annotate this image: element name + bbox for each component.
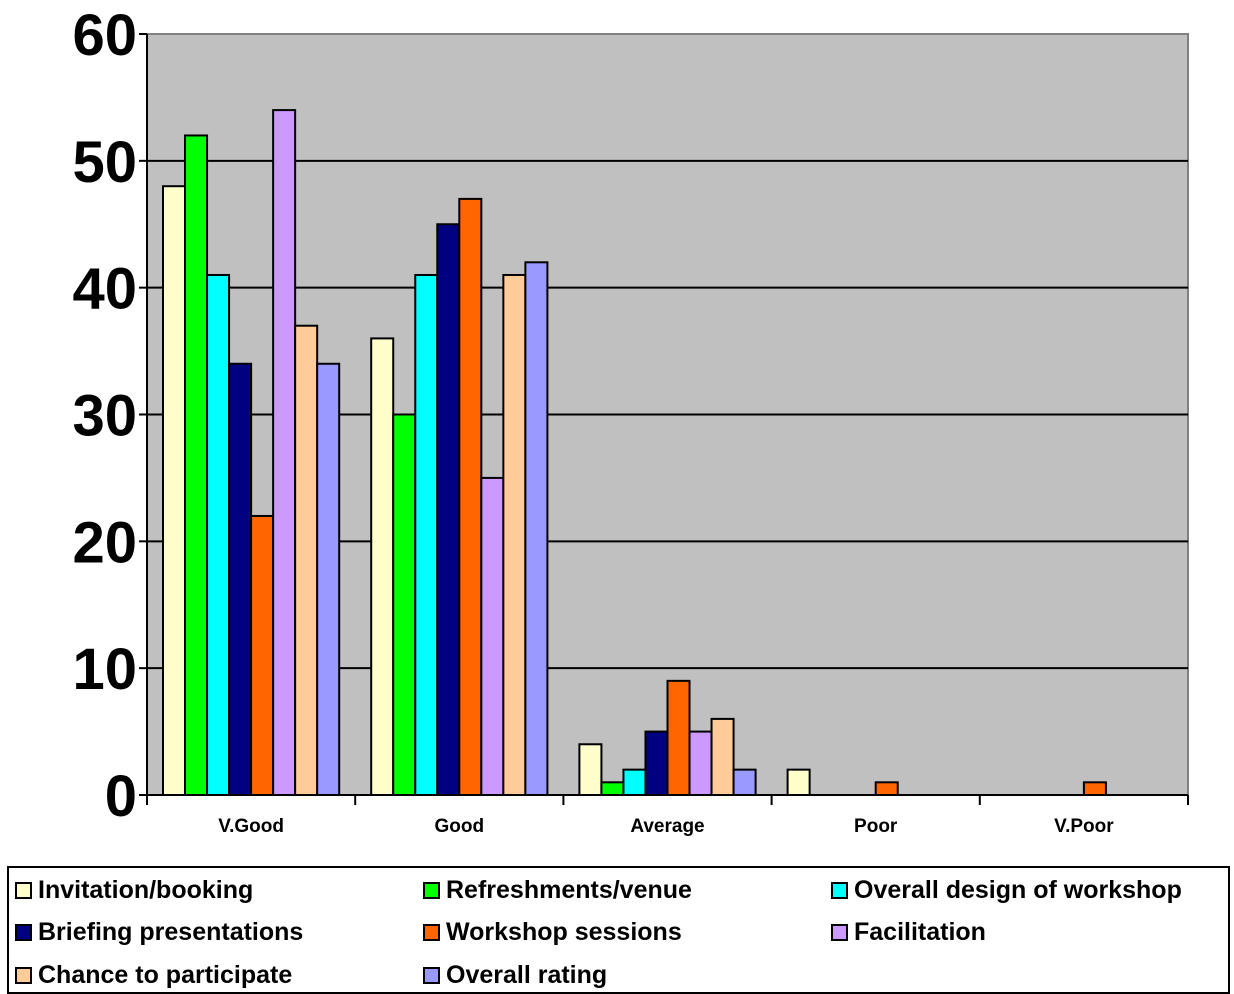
y-tick-labels: 0 10 20 30 40 50 60: [72, 3, 137, 829]
bar: [786, 768, 811, 797]
bar: [622, 768, 647, 797]
bar: [228, 362, 253, 796]
legend-swatch: [15, 967, 32, 984]
bar: [294, 324, 319, 796]
y-tick-label: 40: [72, 257, 137, 322]
legend-label: Overall rating: [446, 961, 608, 989]
legend-label: Refreshments/venue: [446, 876, 692, 904]
legend-item: Overall rating: [423, 961, 607, 990]
legend-item: Chance to participate: [15, 961, 292, 990]
legend-label: Overall design of workshop: [854, 876, 1182, 904]
legend-swatch: [423, 882, 440, 899]
legend-label: Workshop sessions: [446, 918, 682, 946]
bar: [370, 337, 395, 796]
legend: Invitation/booking Refreshments/venue Over…: [7, 866, 1230, 994]
bar: [1082, 781, 1107, 796]
legend-label: Briefing presentations: [38, 918, 304, 946]
x-tick-label: Average: [630, 816, 704, 837]
axes: [139, 33, 1189, 805]
bar: [688, 730, 713, 796]
x-tick-label: Poor: [854, 816, 898, 837]
bar: [710, 717, 735, 797]
bar: [392, 413, 417, 796]
bar: [600, 781, 625, 796]
bar: [316, 362, 341, 796]
legend-label: Chance to participate: [38, 961, 293, 989]
bar: [666, 679, 691, 796]
legend-item: Facilitation: [831, 918, 986, 947]
x-tick-label: V.Poor: [1054, 816, 1114, 837]
bar: [458, 197, 483, 796]
legend-swatch: [15, 924, 32, 941]
bar: [414, 273, 439, 796]
bar: [480, 476, 505, 796]
bar: [250, 514, 275, 796]
bar: [206, 273, 231, 796]
legend-swatch: [831, 924, 848, 941]
y-tick-label: 10: [72, 637, 137, 702]
legend-swatch: [423, 924, 440, 941]
legend-item: Workshop sessions: [423, 918, 682, 947]
bar: [578, 743, 603, 796]
bar: [732, 768, 757, 797]
bar: [502, 273, 527, 796]
bar: [524, 261, 549, 796]
bars: [162, 109, 1173, 797]
bar: [644, 730, 669, 796]
x-tick-label: Good: [434, 816, 484, 837]
legend-label: Facilitation: [854, 918, 986, 946]
y-tick-label: 50: [72, 130, 137, 195]
legend-label: Invitation/booking: [38, 876, 254, 904]
legend-swatch: [15, 882, 32, 899]
y-tick-label: 60: [72, 3, 137, 68]
legend-item: Overall design of workshop: [831, 876, 1182, 905]
legend-swatch: [831, 882, 848, 899]
y-tick-label: 30: [72, 384, 137, 449]
chart: 0 10 20 30 40 50 60 V.Good Good Average Poor V.Poo…: [72, 3, 1189, 837]
y-tick-label: 0: [105, 764, 137, 829]
legend-item: Refreshments/venue: [423, 876, 692, 905]
legend-item: Invitation/booking: [15, 876, 253, 905]
y-tick-label: 20: [72, 510, 137, 575]
bar: [874, 781, 899, 796]
bar: [436, 223, 461, 796]
bar: [184, 134, 209, 796]
legend-item: Briefing presentations: [15, 918, 303, 947]
x-tick-labels: V.Good Good Average Poor V.Poor: [218, 816, 1114, 837]
bar: [162, 185, 187, 796]
legend-swatch: [423, 967, 440, 984]
bar: [272, 109, 297, 797]
x-tick-label: V.Good: [218, 816, 284, 837]
